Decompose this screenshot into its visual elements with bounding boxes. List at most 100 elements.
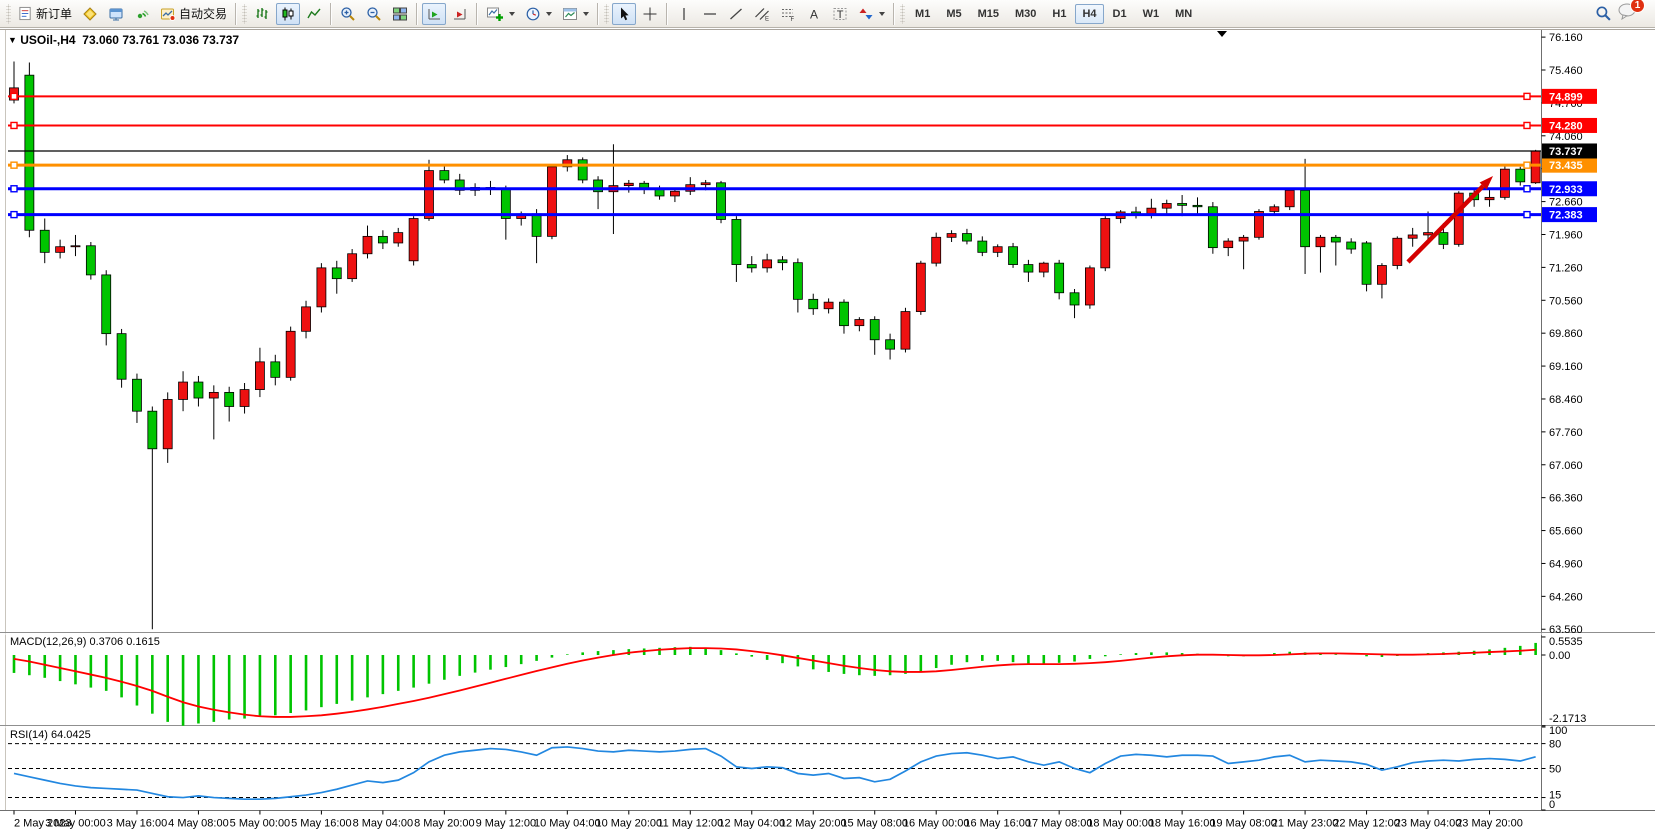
time-axis-label: 21 May 23:00 bbox=[1272, 818, 1339, 830]
candle bbox=[962, 233, 972, 242]
autotrading-label: 自动交易 bbox=[179, 7, 228, 21]
price-line-badge bbox=[1542, 88, 1597, 104]
signal-button[interactable] bbox=[130, 3, 154, 25]
vertical-line-icon bbox=[683, 7, 685, 20]
autotrading-button[interactable]: 自动交易 bbox=[156, 3, 231, 25]
line-handle[interactable] bbox=[1523, 210, 1531, 219]
line-handle[interactable] bbox=[10, 121, 18, 130]
chart-svg[interactable]: 76.16075.46074.76074.06073.36072.66071.9… bbox=[0, 28, 1655, 833]
candle bbox=[1392, 237, 1403, 266]
new-order-button[interactable]: 新订单 bbox=[14, 3, 76, 25]
zoom-in-button[interactable] bbox=[336, 3, 360, 25]
timeframe-button-mn[interactable]: MN bbox=[1175, 7, 1193, 20]
line-handle[interactable] bbox=[1523, 161, 1531, 169]
crosshair-button[interactable] bbox=[638, 3, 662, 25]
timeframe-button-h4[interactable]: H4 bbox=[1075, 3, 1104, 24]
candle bbox=[792, 262, 803, 300]
candle bbox=[1515, 168, 1526, 183]
timeframe-button-w1[interactable]: W1 bbox=[1142, 7, 1160, 20]
candle bbox=[977, 240, 988, 253]
toolbar-grip[interactable] bbox=[242, 3, 248, 24]
channel-button[interactable]: E bbox=[750, 3, 774, 25]
line-handle[interactable] bbox=[10, 92, 18, 101]
toolbar-separator bbox=[330, 2, 333, 25]
timeframe-button-h1[interactable]: H1 bbox=[1052, 7, 1067, 20]
line-handle[interactable] bbox=[1523, 185, 1531, 193]
data-window-button[interactable] bbox=[104, 3, 128, 25]
templates-button[interactable] bbox=[558, 3, 593, 25]
price-tick-label: 67.760 bbox=[1549, 427, 1583, 439]
candle bbox=[823, 301, 834, 310]
macd-main-value: 0.3706 bbox=[89, 636, 124, 648]
fibonacci-button[interactable]: F bbox=[776, 3, 800, 25]
candle bbox=[224, 391, 235, 407]
time-axis-label: 5 May 16:00 bbox=[291, 818, 352, 830]
vertical-line-button[interactable] bbox=[672, 3, 696, 25]
candle bbox=[178, 381, 188, 400]
price-line-badge bbox=[1542, 117, 1597, 133]
toolbar-separator bbox=[235, 2, 238, 25]
rsi-axis-label: 100 bbox=[1549, 725, 1567, 737]
bar-chart-icon bbox=[256, 7, 268, 19]
diamond-icon bbox=[83, 6, 97, 21]
candle bbox=[285, 330, 296, 378]
toolbar-grip[interactable] bbox=[6, 3, 11, 24]
arrows-button[interactable] bbox=[854, 3, 889, 25]
line-chart-button[interactable] bbox=[302, 3, 326, 25]
line-handle[interactable] bbox=[1523, 92, 1531, 101]
rsi-indicator-label: RSI(14) 64.0425 bbox=[10, 729, 91, 741]
object-marker-triangle[interactable] bbox=[1217, 31, 1227, 37]
chart-dropdown-icon[interactable]: ▼ bbox=[8, 35, 17, 45]
bar-chart-button[interactable] bbox=[250, 3, 274, 25]
timeframe-button-m5[interactable]: M5 bbox=[946, 7, 962, 20]
chart-window[interactable]: 76.16075.46074.76074.06073.36072.66071.9… bbox=[0, 28, 1655, 833]
candle bbox=[885, 339, 895, 350]
timeframe-button-m30[interactable]: M30 bbox=[1015, 7, 1037, 20]
candle bbox=[1008, 246, 1018, 265]
candle bbox=[746, 264, 757, 269]
notification-count-badge: 1 bbox=[1630, 0, 1645, 13]
candle bbox=[408, 218, 419, 262]
svg-text:A: A bbox=[810, 7, 818, 21]
text-label-button[interactable]: T bbox=[828, 3, 852, 25]
periods-button[interactable] bbox=[521, 3, 556, 25]
timeframe-button-d1[interactable]: D1 bbox=[1112, 7, 1127, 20]
main-toolbar: 新订单 自动交易 bbox=[0, 0, 1655, 28]
toolbar-grip[interactable] bbox=[604, 3, 610, 24]
candle bbox=[1499, 168, 1510, 198]
cursor-button[interactable] bbox=[612, 2, 637, 25]
line-handle[interactable] bbox=[1523, 121, 1531, 130]
toolbar-grip[interactable] bbox=[900, 3, 906, 24]
candle bbox=[869, 319, 880, 341]
line-handle[interactable] bbox=[10, 210, 18, 219]
channel-icon: E bbox=[755, 7, 769, 22]
search-button[interactable] bbox=[1591, 3, 1616, 25]
price-tick-label: 64.260 bbox=[1549, 591, 1583, 603]
line-handle[interactable] bbox=[10, 161, 18, 169]
toolbar-separator bbox=[416, 2, 419, 25]
trendline-button[interactable] bbox=[724, 3, 748, 25]
indicators-button[interactable] bbox=[482, 3, 519, 25]
text-button[interactable]: A bbox=[802, 3, 826, 25]
candle bbox=[1069, 292, 1080, 306]
auto-scroll-button[interactable] bbox=[422, 2, 447, 25]
candle bbox=[1346, 241, 1357, 250]
zoom-out-icon bbox=[367, 6, 381, 21]
candle bbox=[1085, 267, 1095, 306]
chart-shift-button[interactable] bbox=[448, 3, 472, 25]
candle bbox=[1192, 204, 1203, 208]
annotation-arrow-line[interactable] bbox=[1406, 184, 1485, 264]
line-handle[interactable] bbox=[10, 185, 18, 193]
tile-windows-button[interactable] bbox=[388, 3, 412, 25]
market-watch-button[interactable] bbox=[78, 3, 102, 25]
notifications-button[interactable]: 1 bbox=[1617, 0, 1645, 25]
annotation-arrow-head[interactable] bbox=[1479, 176, 1493, 190]
new-order-label: 新订单 bbox=[36, 7, 73, 21]
candlestick-chart-button[interactable] bbox=[276, 2, 301, 25]
zoom-out-button[interactable] bbox=[362, 3, 386, 25]
price-line-badge bbox=[1542, 157, 1597, 173]
horizontal-line-button[interactable] bbox=[698, 3, 722, 25]
price-line-badge bbox=[1542, 181, 1597, 197]
timeframe-button-m1[interactable]: M1 bbox=[915, 7, 931, 20]
timeframe-button-m15[interactable]: M15 bbox=[977, 7, 999, 20]
